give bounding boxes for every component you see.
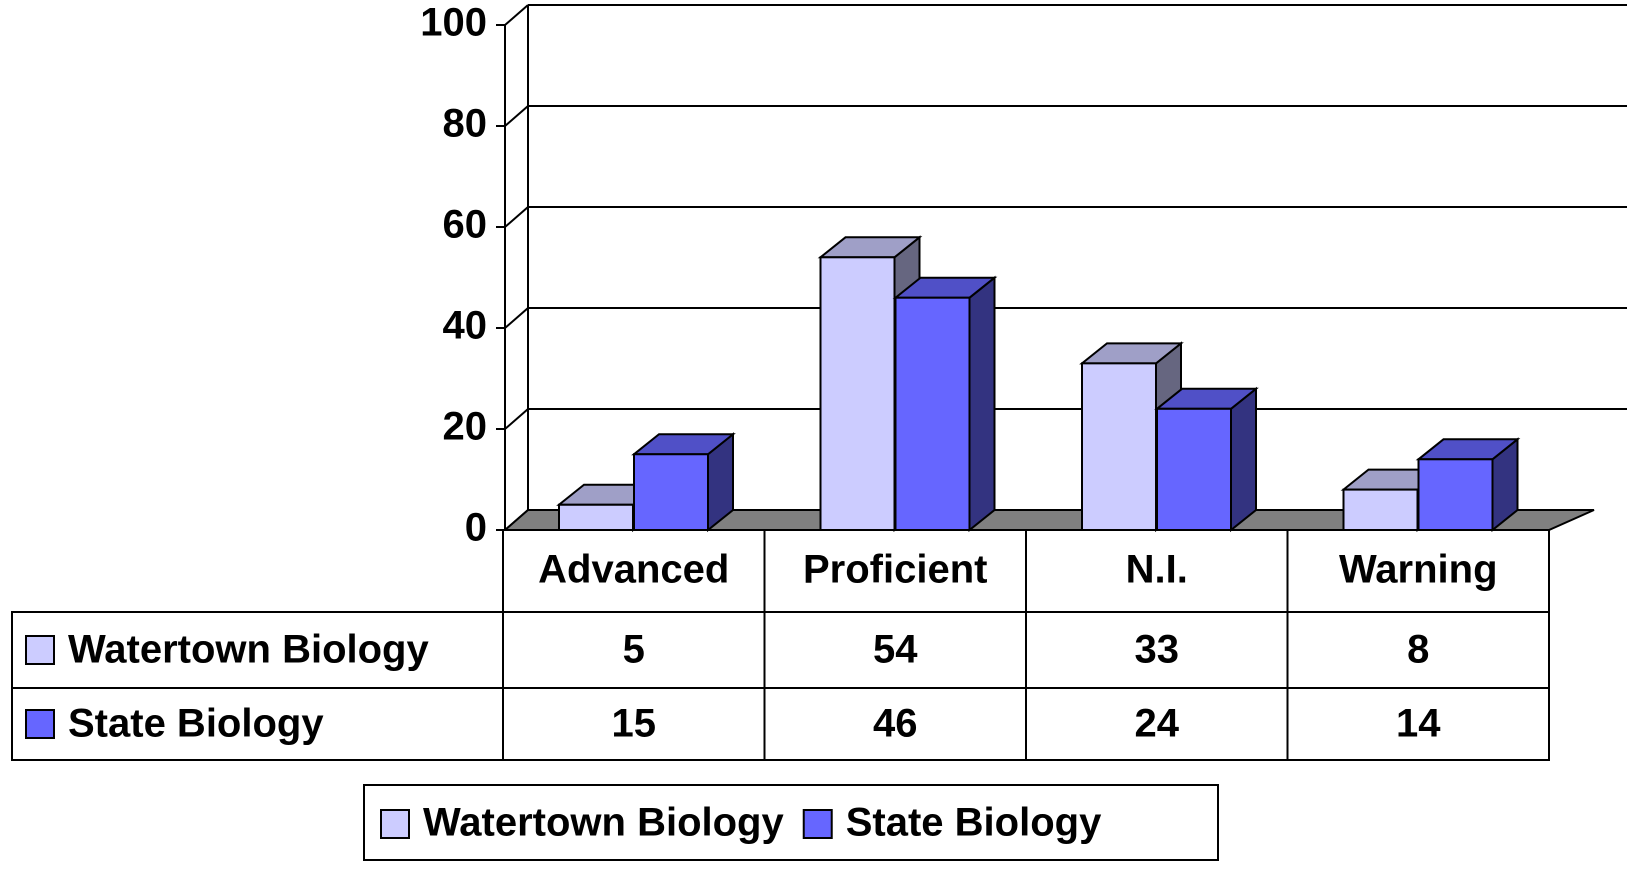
y-tick-label: 40	[443, 304, 488, 348]
y-tick-label: 20	[443, 405, 488, 449]
table-swatch	[25, 709, 55, 739]
table-value: 15	[612, 702, 657, 746]
table-series-name: Watertown Biology	[68, 628, 429, 672]
bar-face	[1081, 362, 1157, 531]
x-tick-label: Advanced	[538, 548, 729, 592]
bar-face	[558, 503, 634, 531]
bar-face	[1417, 458, 1494, 531]
bar	[1154, 386, 1259, 533]
bar-face	[894, 296, 971, 532]
wall-line	[504, 206, 529, 228]
legend-swatch	[802, 809, 833, 839]
legend-label: State Biology	[846, 801, 1102, 845]
wall-line	[504, 307, 529, 329]
bar-face	[1342, 488, 1419, 532]
x-tick-label: Proficient	[803, 548, 987, 592]
wall-line	[504, 4, 529, 26]
table-series-name: State Biology	[68, 702, 324, 746]
table-value: 24	[1135, 702, 1180, 746]
table-value: 46	[873, 702, 918, 746]
bar	[892, 275, 998, 533]
y-tick-label: 0	[465, 506, 487, 550]
table-value: 14	[1396, 702, 1441, 746]
table-value: 54	[873, 628, 918, 672]
wall-line	[504, 105, 529, 127]
x-tick-label: N.I.	[1126, 548, 1188, 592]
bar-face	[1230, 386, 1257, 533]
legend-label: Watertown Biology	[423, 801, 784, 845]
bar	[631, 432, 736, 533]
table-swatch	[25, 635, 55, 665]
table-value: 33	[1135, 628, 1180, 672]
wall-line	[504, 408, 529, 430]
y-tick-label: 80	[443, 102, 488, 146]
table-value: 8	[1407, 628, 1429, 672]
bar-face	[819, 256, 896, 531]
legend-swatch	[380, 809, 410, 839]
bar-face	[633, 453, 709, 531]
table-box	[11, 611, 1550, 761]
x-tick-label: Warning	[1339, 548, 1498, 592]
y-tick-label: 100	[420, 1, 487, 45]
bar	[1415, 437, 1521, 533]
bar-face	[968, 275, 996, 533]
legend-box	[363, 784, 1219, 861]
table-value: 5	[623, 628, 645, 672]
y-tick-label: 60	[443, 203, 488, 247]
bar-face	[1156, 407, 1232, 531]
